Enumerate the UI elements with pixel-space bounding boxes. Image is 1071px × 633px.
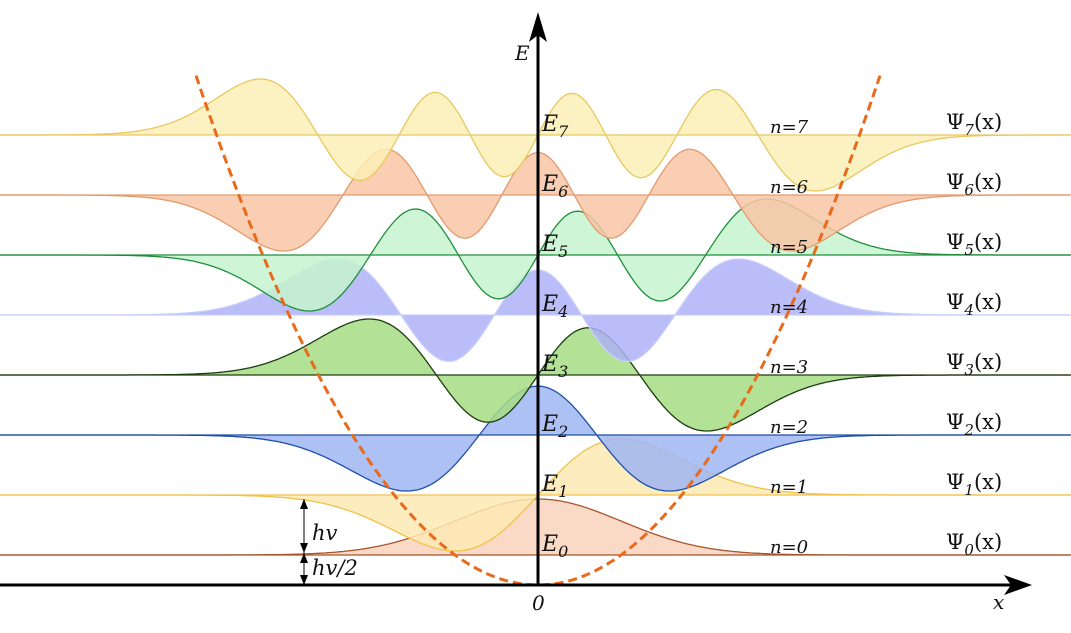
quantum-number-label-7: n=7	[770, 117, 809, 138]
quantum-number-label-5: n=5	[770, 237, 808, 258]
quantum-number-label-1: n=1	[770, 477, 808, 498]
wavefunction-label-2: Ψ2(x)	[946, 410, 1002, 439]
wavefunction-curve-7	[0, 78, 1070, 192]
x-axis-label: x	[993, 590, 1004, 614]
energy-label-5: E5	[541, 232, 568, 261]
wavefunction-label-3: Ψ3(x)	[946, 350, 1002, 379]
wavefunction-label-4: Ψ4(x)	[946, 290, 1002, 319]
quantum-number-label-2: n=2	[770, 417, 808, 438]
wavefunction-label-6: Ψ6(x)	[946, 170, 1002, 199]
wavefunction-group	[0, 78, 1071, 556]
quantum-number-label-4: n=4	[770, 297, 808, 318]
energy-spacing-label: hv	[312, 521, 338, 545]
wavefunction-label-5: Ψ5(x)	[946, 230, 1002, 259]
energy-label-3: E3	[541, 352, 568, 381]
energy-label-4: E4	[541, 292, 568, 321]
x-axis-arrowhead	[1004, 575, 1032, 595]
wavefunction-fill-4	[0, 259, 1071, 362]
quantum-number-label-6: n=6	[770, 177, 808, 198]
energy-label-0: E0	[541, 532, 568, 561]
energy-spacing-dimension: hv hv/2	[300, 499, 358, 585]
origin-label: 0	[532, 591, 545, 615]
quantum-number-label-0: n=0	[770, 537, 808, 558]
wavefunction-curve-5	[0, 198, 1070, 312]
energy-label-6: E6	[541, 172, 568, 201]
energy-label-7: E7	[541, 112, 569, 141]
wavefunction-label-7: Ψ7(x)	[946, 110, 1002, 139]
wavefunction-fill-6	[0, 149, 1071, 251]
y-axis-arrowhead	[529, 12, 547, 42]
wavefunction-curve-6	[0, 148, 1070, 252]
energy-label-1: E1	[541, 472, 568, 501]
level-labels-group: E0 n=0 Ψ0(x) E1 n=1 Ψ1(x) E2 n=2 Ψ2(x) E3 n=3 Ψ3(x)…	[541, 110, 1002, 561]
energy-label-2: E2	[541, 412, 568, 441]
wavefunction-fill-2	[0, 386, 1071, 491]
zero-point-energy-label: hv/2	[312, 556, 358, 580]
quantum-number-label-3: n=3	[770, 357, 808, 378]
wavefunction-label-1: Ψ1(x)	[946, 470, 1002, 499]
wavefunction-label-0: Ψ0(x)	[946, 530, 1002, 559]
wavefunction-curve-4	[0, 258, 1070, 363]
y-axis-label: E	[514, 41, 530, 65]
wavefunction-fill-0	[0, 499, 1071, 555]
